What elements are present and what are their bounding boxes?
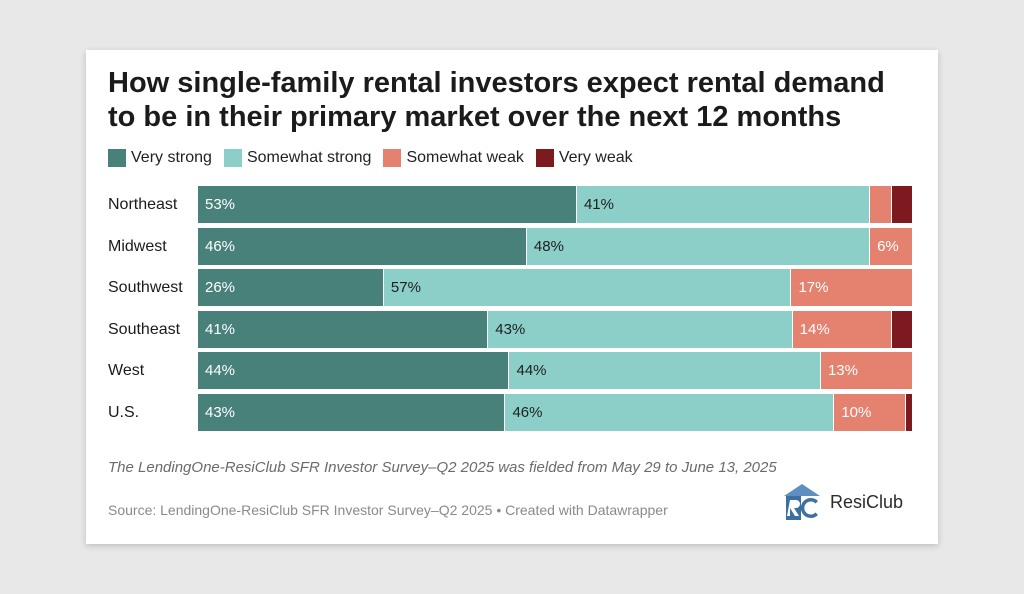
- bar-segment: 6%: [870, 227, 913, 265]
- legend-label: Very strong: [131, 149, 212, 166]
- legend-label: Somewhat strong: [246, 149, 372, 166]
- legend-swatch: [535, 149, 554, 167]
- bar-segment: 13%: [820, 352, 913, 390]
- bar-segment: 43%: [488, 310, 793, 348]
- bar-segment: 10%: [834, 394, 906, 431]
- bar-segment: 44%: [509, 352, 821, 390]
- chart-source: Source: LendingOne-ResiClub SFR Investor…: [108, 502, 668, 518]
- category-label: West: [108, 362, 145, 380]
- chart-legend: Very strong Somewhat strong Somewhat weak V…: [108, 148, 645, 168]
- legend-label: Very weak: [558, 149, 633, 166]
- resiclub-logo: ResiClub: [782, 482, 903, 522]
- bar-row: Midwest 46% 48% 6%: [86, 227, 938, 265]
- bar-segment: 46%: [198, 227, 527, 265]
- bar-track: 44% 44% 13%: [198, 352, 913, 390]
- bar-value-label: 46%: [512, 404, 543, 421]
- bar-value-label: 46%: [205, 237, 236, 255]
- bar-segment: 14%: [792, 310, 892, 348]
- legend-label: Somewhat weak: [406, 149, 524, 166]
- legend-item: Very weak: [535, 149, 633, 167]
- bar-value-label: 57%: [390, 279, 421, 297]
- bar-value-label: 14%: [799, 320, 830, 338]
- legend-item: Very strong: [108, 149, 212, 167]
- bar-segment: 57%: [383, 269, 792, 307]
- bar-segment: 41%: [198, 310, 489, 348]
- bar-segment: [891, 186, 913, 223]
- bar-value-label: 13%: [827, 362, 858, 380]
- bar-track: 41% 43% 14%: [198, 310, 913, 348]
- bar-value-label: 43%: [495, 320, 526, 338]
- bar-segment: 48%: [526, 227, 871, 265]
- bar-segment: [905, 394, 913, 431]
- bar-value-label: 41%: [583, 196, 614, 213]
- bar-value-label: 10%: [841, 404, 872, 421]
- category-label: Midwest: [108, 237, 167, 255]
- bar-row: Northeast 53% 41%: [86, 186, 938, 223]
- bar-track: 43% 46% 10%: [198, 394, 913, 431]
- bar-segment: 44%: [198, 352, 510, 390]
- bar-value-label: 44%: [516, 362, 547, 380]
- bar-value-label: 53%: [205, 196, 236, 213]
- bar-segment: 43%: [198, 394, 506, 431]
- bar-value-label: 6%: [877, 237, 899, 255]
- chart-note: The LendingOne-ResiClub SFR Investor Sur…: [108, 459, 777, 476]
- bar-segment: 41%: [576, 186, 871, 223]
- bar-segment: 53%: [198, 186, 577, 223]
- chart-card: How single-family rental investors expec…: [86, 50, 938, 544]
- bar-row: Southwest 26% 57% 17%: [86, 269, 938, 307]
- bar-value-label: 26%: [205, 279, 236, 297]
- bar-value-label: 17%: [798, 279, 829, 297]
- bar-track: 53% 41%: [198, 186, 913, 223]
- bar-value-label: 41%: [205, 320, 236, 338]
- resiclub-logo-text: ResiClub: [830, 491, 904, 512]
- bar-row: Southeast 41% 43% 14%: [86, 310, 938, 348]
- bar-track: 46% 48% 6%: [198, 227, 913, 265]
- legend-item: Somewhat strong: [223, 149, 372, 167]
- bar-track: 26% 57% 17%: [198, 269, 913, 307]
- bar-segment: [870, 186, 892, 223]
- chart-title: How single-family rental investors expec…: [108, 67, 885, 133]
- legend-item: Somewhat weak: [383, 149, 524, 167]
- category-label: Southwest: [108, 279, 183, 297]
- legend-swatch: [383, 149, 402, 167]
- bar-segment: 46%: [505, 394, 835, 431]
- bar-segment: 17%: [791, 269, 913, 307]
- category-label: U.S.: [108, 404, 140, 421]
- legend-swatch: [223, 149, 242, 167]
- bar-value-label: 43%: [205, 404, 236, 421]
- resiclub-logo-icon: [784, 484, 820, 520]
- category-label: Northeast: [108, 196, 178, 213]
- bar-row: West 44% 44% 13%: [86, 352, 938, 390]
- legend-swatch: [108, 149, 126, 167]
- bar-value-label: 48%: [533, 237, 564, 255]
- bar-value-label: 44%: [205, 362, 236, 380]
- bar-segment: 26%: [198, 269, 384, 307]
- bar-row: U.S. 43% 46% 10%: [86, 394, 938, 431]
- bar-segment: [891, 310, 913, 348]
- category-label: Southeast: [108, 320, 181, 338]
